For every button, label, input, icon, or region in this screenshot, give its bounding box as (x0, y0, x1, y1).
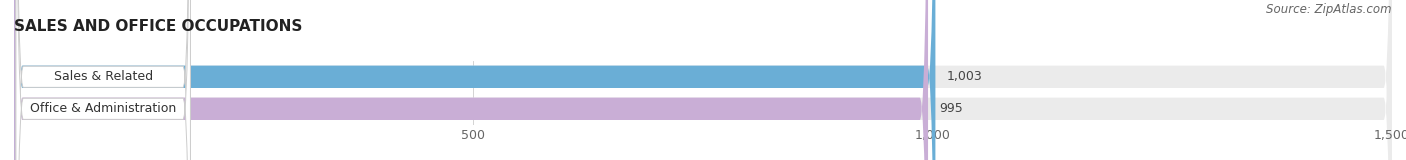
Text: 995: 995 (939, 102, 963, 115)
FancyBboxPatch shape (14, 0, 928, 160)
FancyBboxPatch shape (15, 0, 190, 160)
Text: SALES AND OFFICE OCCUPATIONS: SALES AND OFFICE OCCUPATIONS (14, 19, 302, 34)
FancyBboxPatch shape (15, 0, 190, 160)
FancyBboxPatch shape (14, 0, 1392, 160)
Text: Source: ZipAtlas.com: Source: ZipAtlas.com (1267, 3, 1392, 16)
Text: Sales & Related: Sales & Related (53, 70, 153, 83)
Text: 1,003: 1,003 (946, 70, 983, 83)
FancyBboxPatch shape (14, 0, 935, 160)
FancyBboxPatch shape (14, 0, 1392, 160)
Text: Office & Administration: Office & Administration (30, 102, 176, 115)
